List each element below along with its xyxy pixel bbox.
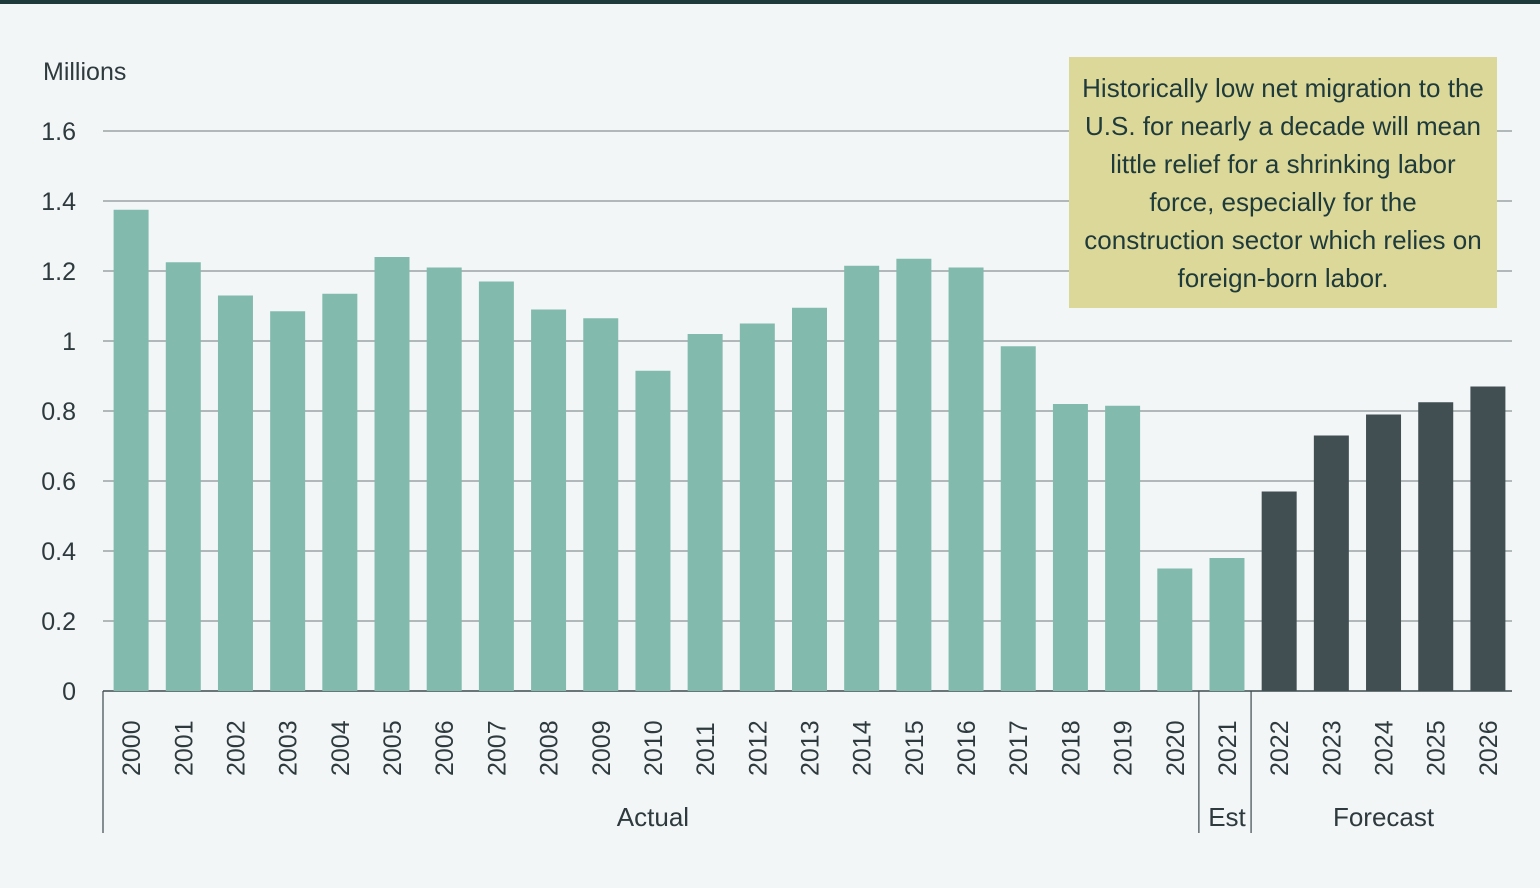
x-tick-label: 2019 [1110,720,1138,776]
bar-2021 [1209,558,1245,691]
top-rule [0,0,1540,4]
bar-2012 [739,323,775,691]
bar-2017 [1000,346,1036,691]
bar-2022 [1261,491,1297,691]
bar-2006 [426,267,462,691]
bar-2000 [113,209,149,691]
x-tick-label: 2014 [849,720,877,776]
x-tick-label: 2020 [1162,720,1190,776]
y-tick-label: 1.4 [41,188,76,216]
y-tick-label: 0.4 [41,538,76,566]
x-tick-label: 2007 [483,720,511,776]
bar-2015 [896,258,932,691]
x-tick-label: 2008 [536,720,564,776]
y-tick-label: 0.2 [41,608,76,636]
bar-2008 [531,309,567,691]
x-tick-label: 2021 [1214,720,1242,776]
y-tick-label: 0.6 [41,468,76,496]
bar-2019 [1105,405,1141,691]
x-tick-label: 2000 [118,720,146,776]
bar-2014 [844,265,880,691]
bar-2020 [1157,568,1193,691]
annotation-text: Historically low net migration to the U.… [1082,72,1484,293]
bar-2001 [165,262,201,691]
bar-2011 [687,334,723,691]
x-tick-label: 2006 [431,720,459,776]
bar-2007 [478,281,514,691]
y-tick-labels: 0 0.2 0.4 0.6 0.8 1 1.2 1.4 1.6 [41,118,76,706]
x-tick-label: 2011 [692,722,720,776]
bar-2004 [322,293,358,691]
group-label-forecast: Forecast [1333,802,1435,832]
x-tick-label: 2005 [379,720,407,776]
x-tick-label: 2024 [1371,720,1399,776]
bar-2003 [270,311,306,691]
group-label-est: Est [1208,802,1246,832]
bar-2023 [1313,435,1349,691]
x-tick-label: 2013 [797,720,825,776]
x-tick-label: 2010 [640,720,668,776]
y-axis-unit-label: Millions [43,58,126,86]
x-tick-label: 2016 [953,720,981,776]
bar-2005 [374,257,410,691]
x-tick-label: 2002 [222,720,250,776]
x-tick-label: 2017 [1005,720,1033,776]
x-tick-label: 2015 [901,720,929,776]
x-tick-labels: 2000 2001 2002 2003 2004 2005 2006 2007 2008 2009… [118,720,1503,776]
y-tick-label: 1.6 [41,118,76,146]
bar-2025 [1418,402,1454,691]
group-brackets: Actual Est Forecast [102,691,1435,833]
x-tick-label: 2012 [744,720,772,776]
group-label-actual: Actual [617,802,689,832]
x-tick-label: 2018 [1057,720,1085,776]
x-tick-label: 2003 [275,720,303,776]
bar-2018 [1052,404,1088,691]
bars [113,209,1506,691]
bar-2016 [948,267,984,691]
y-tick-label: 1 [62,328,76,356]
bar-2024 [1366,414,1402,691]
x-tick-label: 2023 [1318,720,1346,776]
y-tick-label: 0 [62,678,76,706]
annotation-callout: Historically low net migration to the U.… [1069,57,1497,308]
bar-2013 [792,307,827,691]
bar-2009 [583,318,619,691]
x-tick-label: 2001 [170,720,198,776]
bar-2026 [1470,386,1506,691]
x-tick-label: 2004 [327,720,355,776]
x-tick-label: 2025 [1423,720,1451,776]
x-tick-label: 2009 [588,720,616,776]
x-tick-label: 2026 [1475,720,1503,776]
y-tick-label: 1.2 [41,258,76,286]
bar-2010 [635,370,671,691]
bar-2002 [217,295,253,691]
x-tick-label: 2022 [1266,720,1294,776]
y-tick-label: 0.8 [41,398,76,426]
